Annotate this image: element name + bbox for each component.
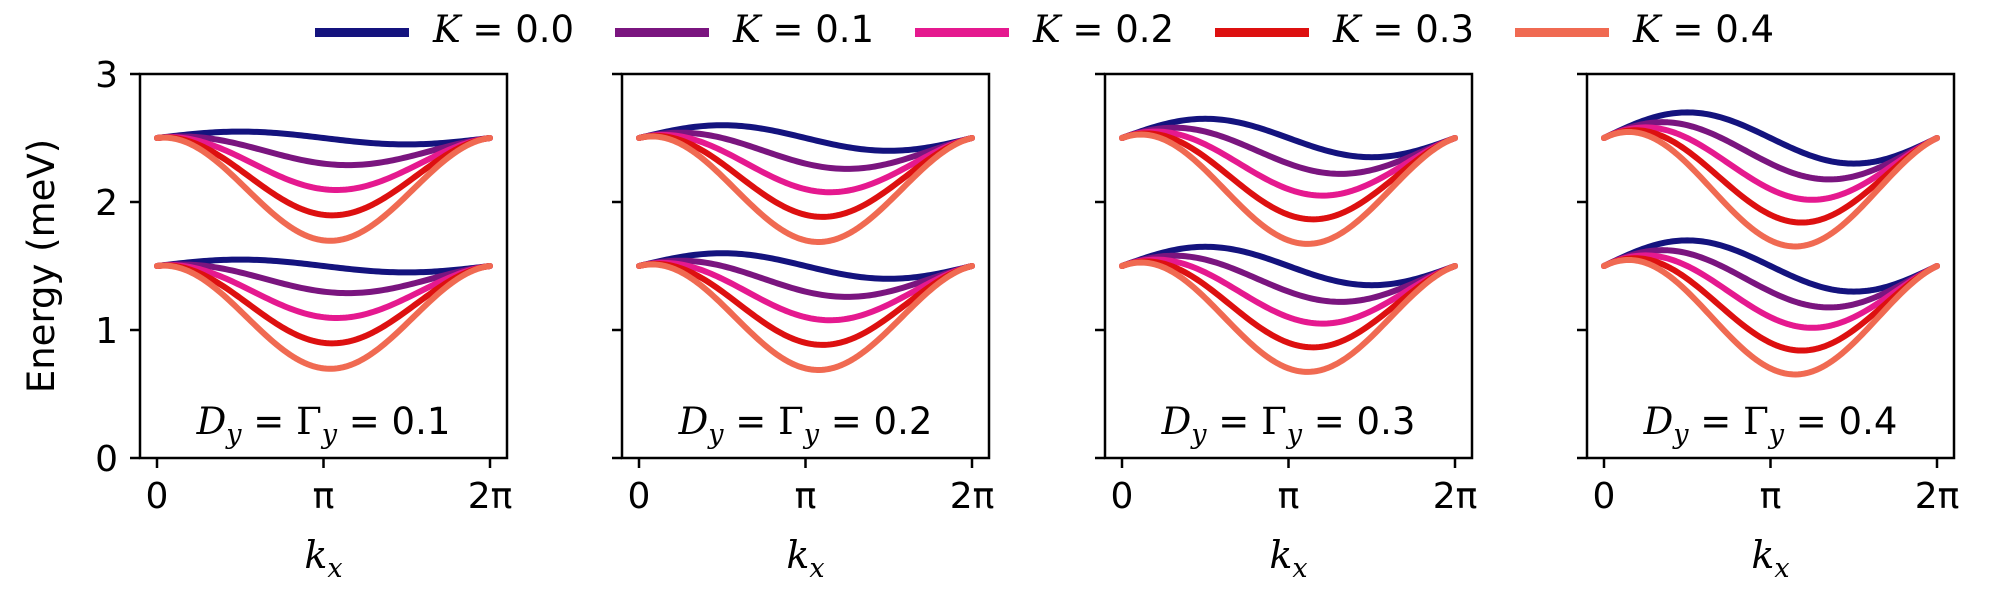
- panel-annotation: Dy = Γy = 0.2: [678, 400, 933, 450]
- band-curve-k04-e15: [154, 262, 493, 372]
- x-tick-label: π: [1278, 476, 1300, 517]
- band-curve-k02-e15: [1601, 252, 1940, 331]
- band-curve-k04-e25: [636, 133, 975, 245]
- panel-annotation: Dy = Γy = 0.3: [1161, 400, 1416, 450]
- panel-3: 0 π 2π kx Dy = Γy = 0.3: [1095, 72, 1478, 584]
- band-curve-k04-e15: [636, 261, 975, 373]
- legend-label: K = 0.2: [1033, 8, 1175, 51]
- band-curve-k01-e25: [636, 129, 975, 172]
- x-tick-label: 2π: [468, 476, 513, 517]
- x-tick-label: 2π: [1433, 476, 1478, 517]
- legend-label: K = 0.3: [1333, 8, 1475, 51]
- band-curve-k01-e15: [154, 261, 493, 297]
- band-curve-k00-e25: [1601, 109, 1940, 167]
- band-curve-k03-e15: [1601, 255, 1940, 354]
- legend: K = 0.0 K = 0.1 K = 0.2 K = 0.3 K = 0.4: [315, 6, 1785, 60]
- band-curve-k03-e15: [636, 260, 975, 348]
- band-curve-k03-e25: [636, 132, 975, 220]
- y-tick-label: 3: [95, 55, 118, 96]
- band-curve-k04-e25: [154, 134, 493, 244]
- band-curve-k03-e25: [1119, 130, 1458, 223]
- band-curve-k03-e25: [1601, 127, 1940, 226]
- band-curve-k02-e25: [636, 131, 975, 196]
- band-curve-k03-e25: [154, 134, 493, 219]
- panel-4: 0 π 2π kx Dy = Γy = 0.4: [1577, 72, 1960, 584]
- x-axis-label: kx: [304, 533, 342, 584]
- band-curve-k00-e15: [1601, 237, 1940, 295]
- band-curve-k02-e25: [154, 134, 493, 193]
- legend-label: K = 0.0: [433, 8, 575, 51]
- band-curve-k02-e15: [1119, 256, 1458, 327]
- panel-annotation: Dy = Γy = 0.1: [196, 400, 451, 450]
- legend-swatch: [315, 28, 409, 37]
- legend-swatch: [1515, 28, 1609, 37]
- x-tick-label: π: [313, 476, 335, 517]
- y-tick-label: 2: [95, 183, 118, 224]
- y-axis-label: Energy (meV): [20, 139, 63, 393]
- y-tick-label: 1: [95, 311, 118, 352]
- legend-label: K = 0.4: [1633, 8, 1775, 51]
- x-tick-label: 0: [1111, 476, 1134, 517]
- band-curve-k03-e15: [1119, 258, 1458, 351]
- legend-label: K = 0.1: [733, 8, 875, 51]
- x-tick-label: 2π: [1915, 476, 1960, 517]
- legend-swatch: [915, 28, 1009, 37]
- x-tick-label: π: [1760, 476, 1782, 517]
- band-curve-k04-e25: [1119, 131, 1458, 247]
- band-curve-k00-e15: [154, 256, 493, 276]
- x-axis-label: kx: [1751, 533, 1789, 584]
- y-tick-label: 0: [95, 439, 118, 480]
- band-curve-k02-e15: [154, 262, 493, 321]
- band-curve-k04-e15: [1601, 256, 1940, 378]
- band-curve-k02-e25: [1119, 128, 1458, 199]
- band-curve-k04-e25: [1601, 128, 1940, 250]
- x-tick-label: 0: [1593, 476, 1616, 517]
- panel-annotation: Dy = Γy = 0.4: [1643, 400, 1898, 450]
- x-tick-label: 2π: [950, 476, 995, 517]
- band-curve-k00-e15: [1119, 243, 1458, 289]
- legend-swatch: [615, 28, 709, 37]
- x-axis-label: kx: [786, 533, 824, 584]
- band-curve-k00-e15: [636, 250, 975, 282]
- band-curve-k00-e25: [1119, 115, 1458, 161]
- band-curve-k01-e25: [1119, 124, 1458, 177]
- band-curve-k04-e15: [1119, 259, 1458, 375]
- x-tick-label: 0: [146, 476, 169, 517]
- panel-2: 0 π 2π kx Dy = Γy = 0.2: [612, 72, 995, 584]
- band-curve-k00-e25: [636, 122, 975, 154]
- x-tick-label: 0: [628, 476, 651, 517]
- band-curve-k03-e15: [154, 262, 493, 347]
- panel-1: 0 π 2π kx Dy = Γy = 0.1: [130, 72, 513, 584]
- legend-swatch: [1215, 28, 1309, 37]
- band-curve-k00-e25: [154, 128, 493, 148]
- x-tick-label: π: [795, 476, 817, 517]
- band-curve-k01-e15: [636, 257, 975, 300]
- band-curve-k02-e15: [636, 259, 975, 324]
- band-curve-k01-e15: [1601, 247, 1940, 311]
- band-curve-k02-e25: [1601, 124, 1940, 203]
- band-curve-k01-e25: [154, 133, 493, 169]
- band-curve-k01-e15: [1119, 252, 1458, 305]
- band-curve-k01-e25: [1601, 119, 1940, 183]
- x-axis-label: kx: [1269, 533, 1307, 584]
